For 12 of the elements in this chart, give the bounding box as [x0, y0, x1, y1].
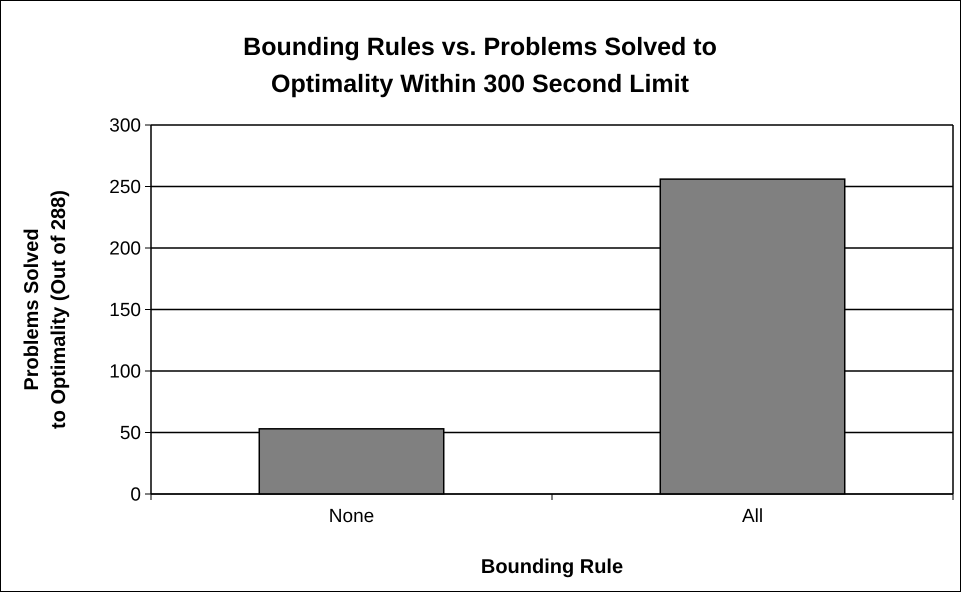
y-tick-label: 150 [109, 300, 141, 322]
x-tick-label: None [328, 506, 374, 527]
y-tick-label: 100 [109, 362, 141, 383]
y-tick-label: 250 [109, 177, 141, 198]
y-tick-label: 200 [109, 238, 141, 260]
y-tick-label: 0 [130, 484, 141, 506]
y-tick-label: 50 [120, 423, 141, 444]
x-tick-label: All [742, 506, 764, 527]
y-tick-label: 300 [109, 116, 141, 137]
y-axis-title: Problems Solved to Optimality (Out of 288) [21, 190, 70, 429]
chart-title: Bounding Rules vs. Problems Solved to Optimality Within 300 Second Limit [243, 33, 717, 98]
x-axis-title: Bounding Rule [480, 556, 624, 578]
